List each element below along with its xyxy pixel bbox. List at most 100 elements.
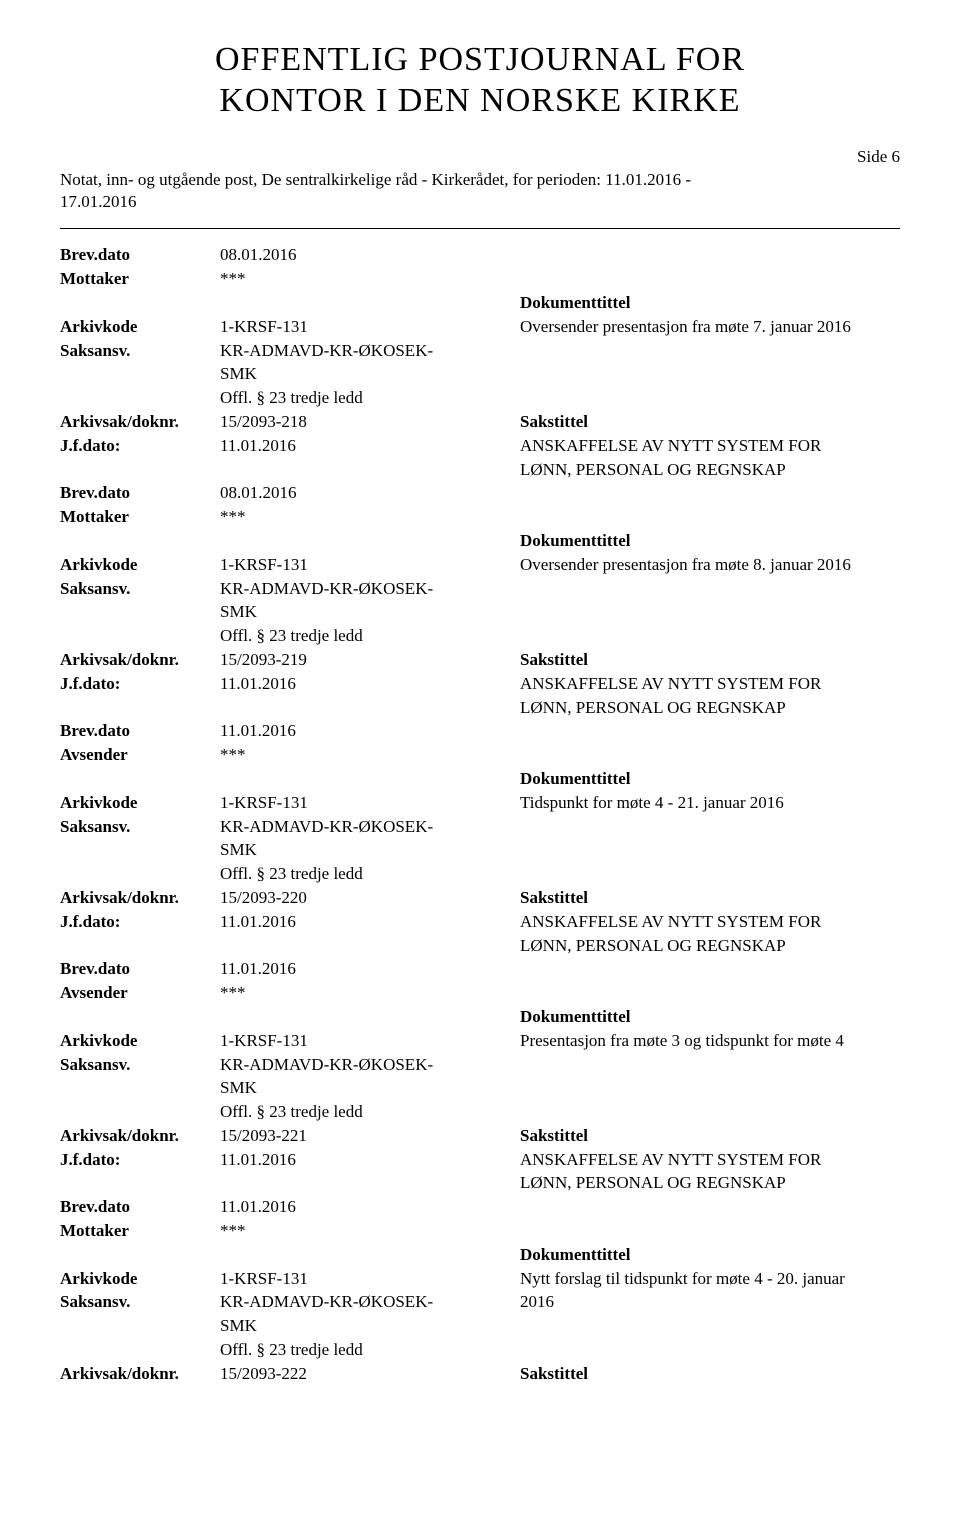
intro-line-2: 17.01.2016: [60, 191, 900, 214]
offl-value: Offl. § 23 tredje ledd: [220, 1100, 900, 1124]
saksansv-value-1: KR-ADMAVD-KR-ØKOSEK-: [220, 577, 900, 601]
jfdato-label: J.f.dato:: [60, 1148, 220, 1172]
brevdato-label: Brev.dato: [60, 957, 220, 981]
jfdato-value: 11.01.2016: [220, 910, 520, 934]
arkivsak-value: 15/2093-218: [220, 410, 520, 434]
brevdato-label: Brev.dato: [60, 481, 220, 505]
sakstittel-value-1: ANSKAFFELSE AV NYTT SYSTEM FOR: [520, 1148, 900, 1172]
dokumenttittel-label: Dokumenttittel: [520, 291, 900, 315]
arkivsak-value: 15/2093-220: [220, 886, 520, 910]
arkivsak-label: Arkivsak/doknr.: [60, 648, 220, 672]
journal-entry: Brev.dato 08.01.2016 Mottaker *** Dokume…: [60, 228, 900, 1385]
party-label: Mottaker: [60, 267, 220, 291]
party-label: Mottaker: [60, 1219, 220, 1243]
arkivkode-value: 1-KRSF-131: [220, 315, 520, 339]
jfdato-label: J.f.dato:: [60, 672, 220, 696]
doktittel-value: Oversender presentasjon fra møte 7. janu…: [520, 315, 900, 339]
arkivsak-label: Arkivsak/doknr.: [60, 410, 220, 434]
page-number: Side 6: [60, 146, 900, 169]
sakstittel-value-1: ANSKAFFELSE AV NYTT SYSTEM FOR: [520, 672, 900, 696]
dokumenttittel-label: Dokumenttittel: [520, 1005, 900, 1029]
sakstittel-label: Sakstittel: [520, 1362, 900, 1386]
brevdato-label: Brev.dato: [60, 243, 220, 267]
sakstittel-value-2: LØNN, PERSONAL OG REGNSKAP: [520, 458, 900, 482]
sakstittel-label: Sakstittel: [520, 886, 900, 910]
title-line-2: KONTOR I DEN NORSKE KIRKE: [219, 82, 740, 119]
sakstittel-label: Sakstittel: [520, 648, 900, 672]
saksansv-value-2: SMK: [220, 1314, 900, 1338]
brevdato-label: Brev.dato: [60, 1195, 220, 1219]
arkivkode-value: 1-KRSF-131: [220, 553, 520, 577]
saksansv-value-2: SMK: [220, 362, 900, 386]
arkivkode-value: 1-KRSF-131: [220, 791, 520, 815]
offl-value: Offl. § 23 tredje ledd: [220, 1338, 900, 1362]
sakstittel-value-2: LØNN, PERSONAL OG REGNSKAP: [520, 1171, 900, 1195]
saksansv-label: Saksansv.: [60, 577, 220, 601]
sakstittel-value-2: LØNN, PERSONAL OG REGNSKAP: [520, 934, 900, 958]
party-value: ***: [220, 743, 900, 767]
intro-line-1: Notat, inn- og utgående post, De sentral…: [60, 169, 900, 192]
arkivsak-value: 15/2093-221: [220, 1124, 520, 1148]
arkivsak-value: 15/2093-219: [220, 648, 520, 672]
arkivkode-label: Arkivkode: [60, 1267, 220, 1291]
jfdato-label: J.f.dato:: [60, 910, 220, 934]
party-label: Avsender: [60, 743, 220, 767]
offl-value: Offl. § 23 tredje ledd: [220, 862, 900, 886]
page-title: OFFENTLIG POSTJOURNAL FOR KONTOR I DEN N…: [60, 40, 900, 122]
doktittel-value: Presentasjon fra møte 3 og tidspunkt for…: [520, 1029, 900, 1053]
dokumenttittel-label: Dokumenttittel: [520, 529, 900, 553]
saksansv-value-2: SMK: [220, 1076, 900, 1100]
arkivsak-label: Arkivsak/doknr.: [60, 1362, 220, 1386]
arkivkode-label: Arkivkode: [60, 553, 220, 577]
saksansv-value-1: KR-ADMAVD-KR-ØKOSEK-: [220, 1053, 900, 1077]
saksansv-label: Saksansv.: [60, 815, 220, 839]
sakstittel-value-1: ANSKAFFELSE AV NYTT SYSTEM FOR: [520, 910, 900, 934]
jfdato-value: 11.01.2016: [220, 1148, 520, 1172]
doktittel-value: Tidspunkt for møte 4 - 21. januar 2016: [520, 791, 900, 815]
offl-value: Offl. § 23 tredje ledd: [220, 624, 900, 648]
saksansv-value-1: KR-ADMAVD-KR-ØKOSEK-: [220, 339, 900, 363]
arkivkode-value: 1-KRSF-131: [220, 1029, 520, 1053]
saksansv-value-2: SMK: [220, 838, 900, 862]
brevdato-value: 11.01.2016: [220, 719, 900, 743]
party-label: Avsender: [60, 981, 220, 1005]
saksansv-value-1: KR-ADMAVD-KR-ØKOSEK-: [220, 1290, 520, 1314]
jfdato-value: 11.01.2016: [220, 434, 520, 458]
doktittel-value-2: 2016: [520, 1290, 900, 1314]
sakstittel-label: Sakstittel: [520, 410, 900, 434]
brevdato-label: Brev.dato: [60, 719, 220, 743]
jfdato-label: J.f.dato:: [60, 434, 220, 458]
arkivkode-label: Arkivkode: [60, 315, 220, 339]
title-line-1: OFFENTLIG POSTJOURNAL FOR: [215, 41, 745, 78]
arkivsak-label: Arkivsak/doknr.: [60, 1124, 220, 1148]
arkivkode-value: 1-KRSF-131: [220, 1267, 520, 1291]
doktittel-value: Nytt forslag til tidspunkt for møte 4 - …: [520, 1267, 900, 1291]
party-value: ***: [220, 981, 900, 1005]
arkivsak-value: 15/2093-222: [220, 1362, 520, 1386]
saksansv-label: Saksansv.: [60, 1290, 220, 1314]
brevdato-value: 08.01.2016: [220, 481, 900, 505]
saksansv-value-2: SMK: [220, 600, 900, 624]
brevdato-value: 11.01.2016: [220, 1195, 900, 1219]
sakstittel-label: Sakstittel: [520, 1124, 900, 1148]
brevdato-value: 08.01.2016: [220, 243, 900, 267]
jfdato-value: 11.01.2016: [220, 672, 520, 696]
brevdato-value: 11.01.2016: [220, 957, 900, 981]
saksansv-label: Saksansv.: [60, 339, 220, 363]
doktittel-value: Oversender presentasjon fra møte 8. janu…: [520, 553, 900, 577]
dokumenttittel-label: Dokumenttittel: [520, 767, 900, 791]
arkivkode-label: Arkivkode: [60, 791, 220, 815]
offl-value: Offl. § 23 tredje ledd: [220, 386, 900, 410]
party-value: ***: [220, 1219, 900, 1243]
saksansv-label: Saksansv.: [60, 1053, 220, 1077]
arkivkode-label: Arkivkode: [60, 1029, 220, 1053]
dokumenttittel-label: Dokumenttittel: [520, 1243, 900, 1267]
party-value: ***: [220, 267, 900, 291]
party-label: Mottaker: [60, 505, 220, 529]
sakstittel-value-1: ANSKAFFELSE AV NYTT SYSTEM FOR: [520, 434, 900, 458]
sakstittel-value-2: LØNN, PERSONAL OG REGNSKAP: [520, 696, 900, 720]
arkivsak-label: Arkivsak/doknr.: [60, 886, 220, 910]
intro-block: Side 6 Notat, inn- og utgående post, De …: [60, 146, 900, 215]
saksansv-value-1: KR-ADMAVD-KR-ØKOSEK-: [220, 815, 900, 839]
party-value: ***: [220, 505, 900, 529]
